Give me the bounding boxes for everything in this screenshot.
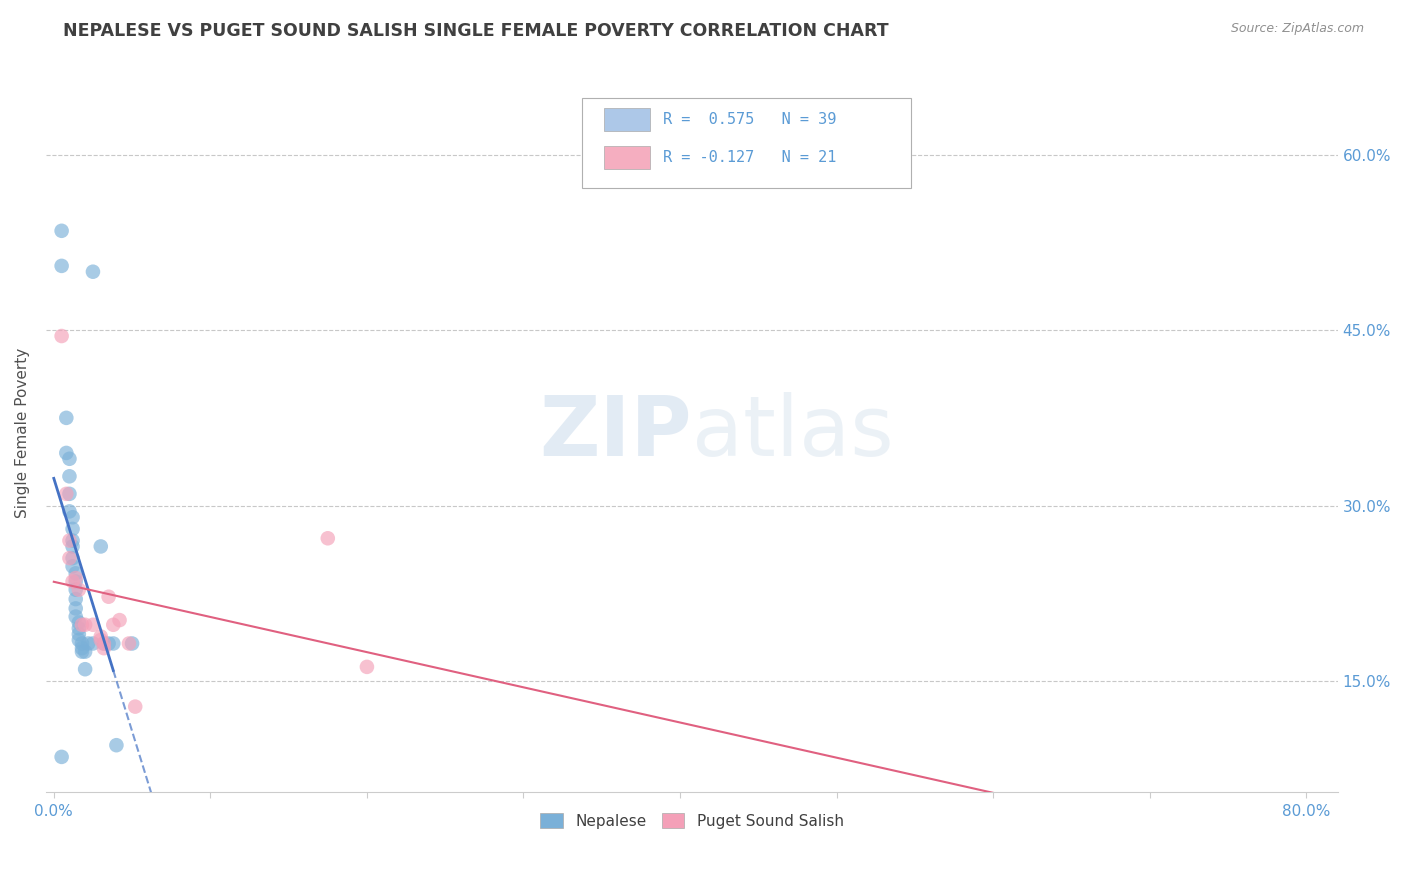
Point (62, 533, 84, 548)
Point (77, 636, 100, 650)
FancyBboxPatch shape (582, 98, 911, 188)
Point (65, 592, 87, 607)
Point (124, 699, 146, 714)
Point (51, 750, 73, 764)
Point (90, 632, 112, 647)
Text: R = -0.127   N = 21: R = -0.127 N = 21 (664, 150, 837, 165)
Point (121, 636, 143, 650)
Text: atlas: atlas (692, 392, 894, 473)
Point (82, 265, 104, 279)
Text: NEPALESE VS PUGET SOUND SALISH SINGLE FEMALE POVERTY CORRELATION CHART: NEPALESE VS PUGET SOUND SALISH SINGLE FE… (63, 22, 889, 40)
Point (93, 636, 115, 650)
Point (65, 582, 87, 597)
Point (108, 613, 131, 627)
Point (97, 636, 120, 650)
Point (62, 510, 84, 524)
Point (82, 617, 104, 632)
Point (65, 609, 87, 624)
Point (90, 540, 112, 554)
Point (55, 410, 77, 425)
Point (58, 551, 80, 566)
Point (55, 487, 77, 501)
Point (62, 559, 84, 574)
Point (75, 617, 97, 632)
Point (105, 738, 128, 752)
Point (51, 329, 73, 343)
Point (65, 574, 87, 589)
Point (67, 582, 90, 597)
Y-axis label: Single Female Poverty: Single Female Poverty (15, 347, 30, 517)
Text: Source: ZipAtlas.com: Source: ZipAtlas.com (1230, 22, 1364, 36)
Point (67, 632, 90, 647)
Legend: Nepalese, Puget Sound Salish: Nepalese, Puget Sound Salish (534, 806, 849, 835)
Point (58, 533, 80, 548)
Point (82, 636, 104, 650)
Point (62, 574, 84, 589)
Point (70, 645, 93, 659)
Point (67, 621, 90, 635)
Point (118, 636, 141, 650)
Point (93, 636, 115, 650)
Point (55, 446, 77, 460)
Point (75, 645, 97, 659)
Point (70, 636, 93, 650)
Point (65, 601, 87, 615)
Text: R =  0.575   N = 39: R = 0.575 N = 39 (664, 112, 837, 128)
Point (65, 566, 87, 581)
Point (58, 504, 80, 518)
Point (62, 522, 84, 536)
Point (70, 641, 93, 656)
Point (70, 617, 93, 632)
Point (356, 660, 378, 674)
Point (65, 571, 87, 585)
Point (103, 636, 125, 650)
Point (51, 224, 73, 238)
FancyBboxPatch shape (605, 108, 651, 131)
Point (51, 259, 73, 273)
Point (62, 540, 84, 554)
Point (97, 590, 120, 604)
Point (58, 487, 80, 501)
Point (58, 469, 80, 483)
Point (93, 641, 115, 656)
Point (58, 451, 80, 466)
Point (90, 630, 112, 644)
Point (103, 617, 125, 632)
Point (75, 662, 97, 676)
Point (316, 531, 339, 545)
Point (62, 551, 84, 566)
Text: ZIP: ZIP (540, 392, 692, 473)
FancyBboxPatch shape (605, 145, 651, 169)
Point (67, 615, 90, 630)
Point (67, 627, 90, 641)
